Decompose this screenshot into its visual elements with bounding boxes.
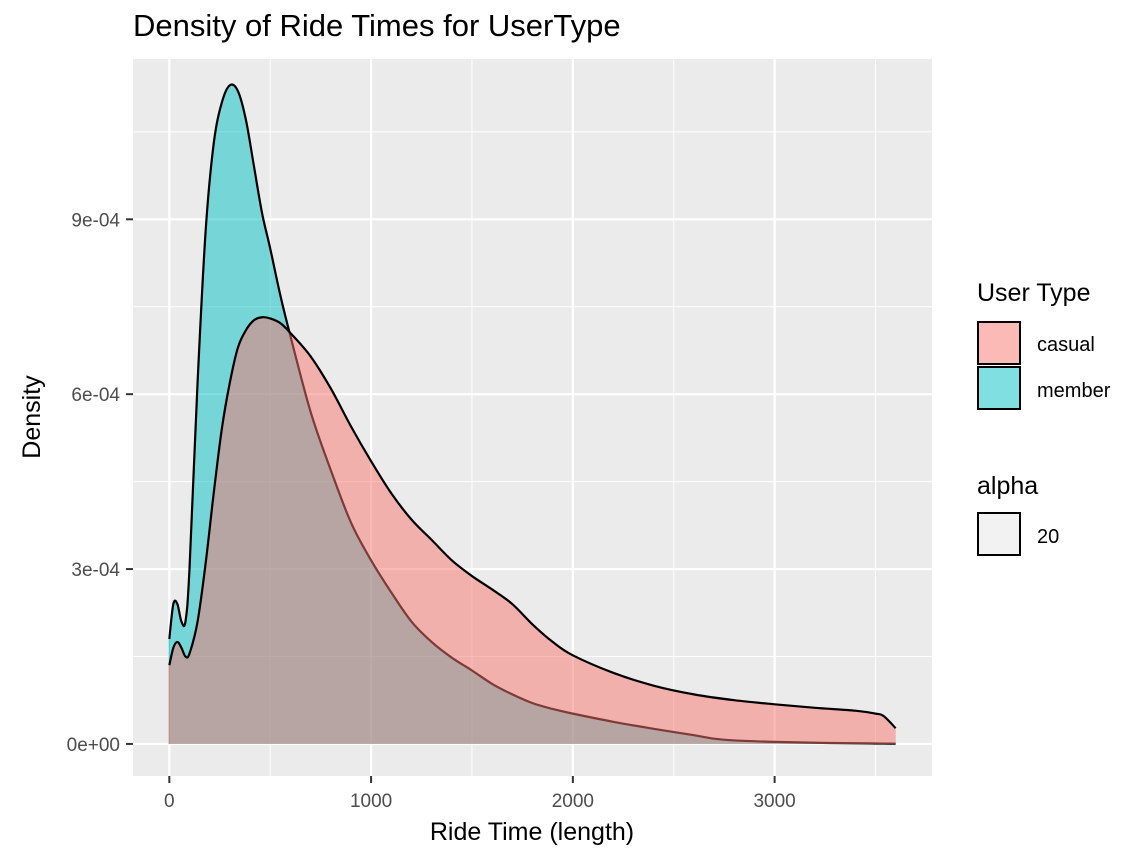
x-tick-label: 0 [164, 791, 175, 812]
chart-title: Density of Ride Times for UserType [133, 8, 621, 43]
curve-casual [168, 316, 897, 729]
x-tick-label: 2000 [552, 791, 594, 812]
legend-label-casual: casual [1037, 334, 1095, 356]
y-tick-label: 9e-04 [71, 210, 120, 231]
axis-tick-labels: 0 1000 2000 3000 0e+00 3e-04 6e-04 9e-04 [67, 210, 796, 812]
legend-key-member [977, 366, 1021, 410]
axis-ticks [126, 218, 776, 783]
y-tick-label: 3e-04 [71, 560, 120, 581]
legend-key-alpha [977, 512, 1021, 556]
legend-label-alpha: 20 [1037, 526, 1059, 548]
legend-fill-title: User Type [977, 279, 1090, 307]
legend-alpha-title: alpha [977, 472, 1038, 500]
x-tick-label: 3000 [753, 791, 795, 812]
legend-label-member: member [1037, 380, 1111, 402]
density-areas [168, 83, 897, 745]
x-tick-label: 1000 [350, 791, 392, 812]
x-axis-title: Ride Time (length) [430, 818, 634, 846]
area-casual [169, 317, 896, 744]
legend: User Type casual member alpha 20 [977, 279, 1111, 556]
y-tick-label: 6e-04 [71, 385, 120, 406]
y-axis-title: Density [18, 375, 46, 459]
legend-key-casual [977, 321, 1021, 365]
y-tick-label: 0e+00 [67, 735, 120, 756]
grid-minor [133, 59, 932, 776]
